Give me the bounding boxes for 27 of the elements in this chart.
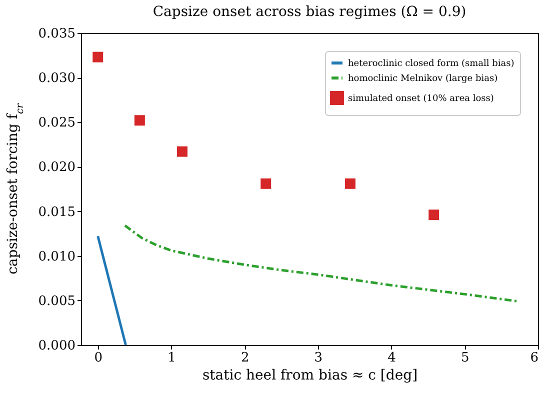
point: [260, 178, 272, 189]
y-tick-label: 0.030: [38, 71, 76, 86]
y-tick-label: 0.005: [38, 294, 76, 309]
y-tick-label: 0.000: [38, 338, 76, 354]
point: [428, 210, 440, 220]
y-tick-label: 0.035: [38, 26, 76, 42]
point: [92, 52, 104, 62]
legend-label: heteroclinic closed form (small bias): [348, 59, 514, 69]
legend-label: homoclinic Melnikov (large bias): [348, 74, 498, 84]
legend-label: simulated onset (10% area loss): [348, 94, 494, 104]
x-tick-label: 1: [168, 350, 176, 366]
x-tick-label: 4: [388, 350, 396, 366]
x-tick-label: 2: [240, 350, 250, 366]
y-tick-label: 0.020: [38, 160, 76, 176]
y-tick-label: 0.025: [38, 116, 76, 131]
x-tick-label: 0: [94, 350, 103, 366]
point: [176, 146, 188, 157]
x-tick-label: 6: [530, 350, 538, 366]
point: [134, 115, 145, 126]
y-tick-label: 0.010: [38, 249, 76, 264]
chart-title: Capsize onset across bias regimes (Ω = 0.9): [152, 4, 466, 20]
x-tick-label: 3: [314, 350, 323, 366]
y-tick-label: 0.015: [38, 204, 76, 220]
x-axis-title: static heel from bias ≈ c [deg]: [202, 368, 418, 384]
x-tick-label: 5: [461, 350, 470, 366]
line-series: [124, 224, 520, 303]
point: [344, 178, 356, 189]
